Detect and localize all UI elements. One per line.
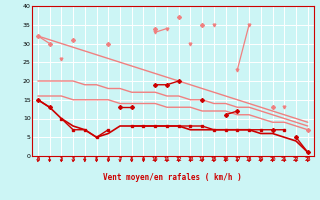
X-axis label: Vent moyen/en rafales ( km/h ): Vent moyen/en rafales ( km/h ) (103, 174, 242, 182)
